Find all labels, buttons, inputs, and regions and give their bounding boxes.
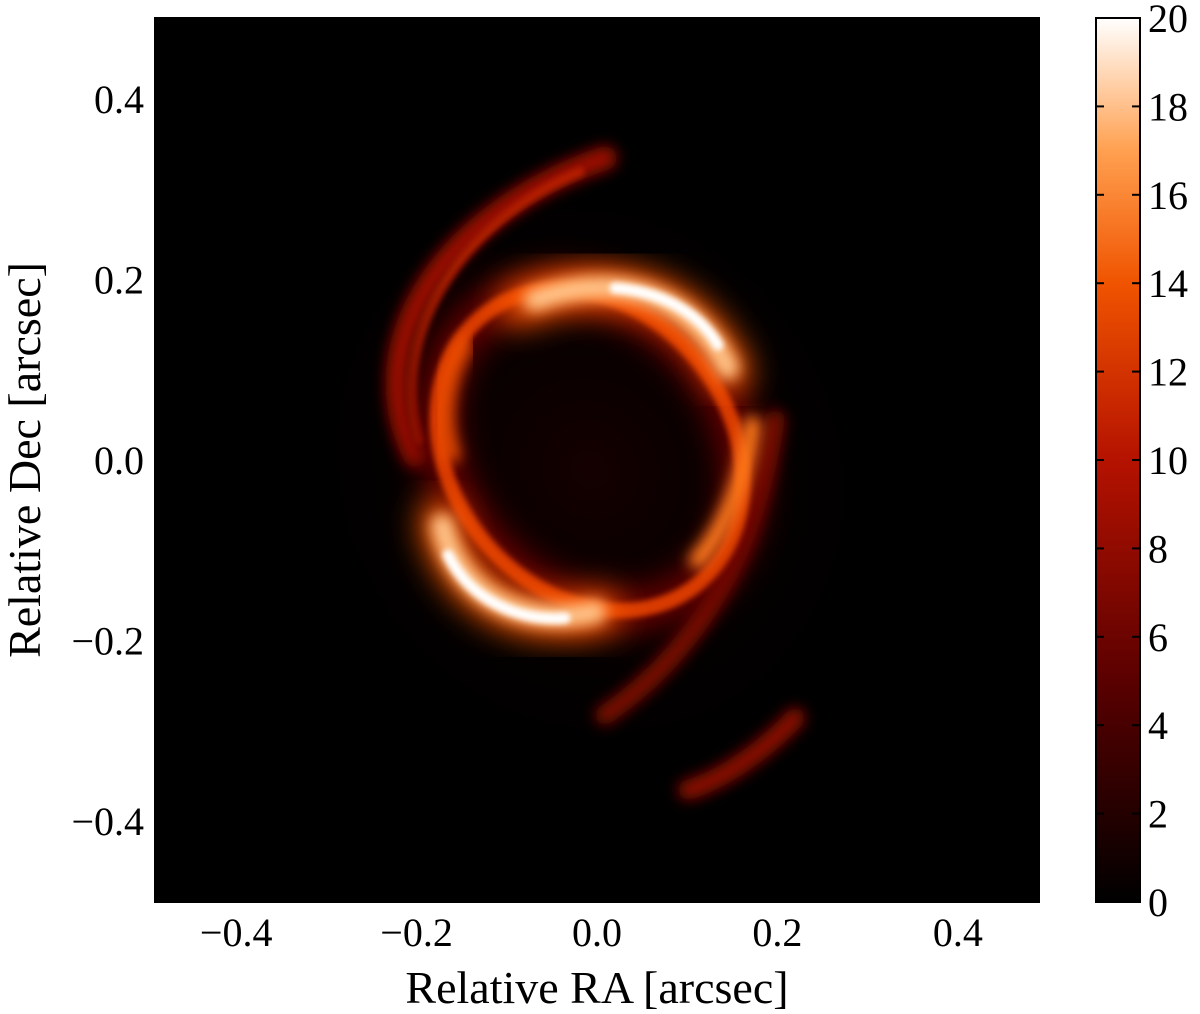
bright-arc-upper-core bbox=[609, 282, 724, 351]
colorbar-tick-label: 2 bbox=[1148, 792, 1168, 837]
x-axis: −0.4 −0.2 0.0 0.2 0.4 bbox=[200, 18, 983, 955]
x-tick-label: 0.2 bbox=[752, 910, 802, 955]
colorbar-tick-label: 12 bbox=[1148, 350, 1188, 395]
colorbar-tick-label: 18 bbox=[1148, 84, 1188, 129]
x-tick-label: −0.4 bbox=[200, 910, 273, 955]
heatmap-plot-area bbox=[155, 18, 1039, 902]
ring-arc-left bbox=[437, 337, 473, 463]
x-tick-label: 0.0 bbox=[572, 910, 622, 955]
y-tick-label: 0.0 bbox=[94, 438, 144, 483]
colorbar-tick-label: 20 bbox=[1148, 0, 1188, 41]
colorbar-tick-label: 6 bbox=[1148, 615, 1168, 660]
y-axis: −0.4 −0.2 0.0 0.2 0.4 bbox=[71, 77, 1039, 844]
colorbar-tick-label: 0 bbox=[1148, 880, 1168, 925]
x-tick-label: 0.4 bbox=[933, 910, 983, 955]
bright-arc-lower-core bbox=[442, 549, 571, 624]
y-tick-label: −0.4 bbox=[71, 799, 144, 844]
colorbar-tick-label: 8 bbox=[1148, 526, 1168, 571]
colorbar-tick-label: 16 bbox=[1148, 173, 1188, 218]
x-axis-label: Relative RA [arcsec] bbox=[405, 962, 788, 1013]
colorbar-tick-label: 4 bbox=[1148, 703, 1168, 748]
colorbar-tick-label: 14 bbox=[1148, 261, 1188, 306]
main-ring bbox=[417, 267, 763, 638]
outer-arc-bottom bbox=[678, 708, 805, 800]
ring-arc-right bbox=[689, 416, 761, 569]
colorbar-tick-label: 10 bbox=[1148, 438, 1188, 483]
colorbar-ticks: 0 2 4 6 8 10 12 14 16 18 20 bbox=[1096, 0, 1188, 925]
outer-arc-upper-left-core bbox=[408, 167, 585, 445]
y-tick-label: 0.4 bbox=[94, 77, 144, 122]
ring-body bbox=[429, 281, 751, 619]
y-axis-label: Relative Dec [arcsec] bbox=[0, 262, 50, 658]
y-tick-label: −0.2 bbox=[71, 618, 144, 663]
outer-arc-upper-left bbox=[385, 146, 617, 467]
y-tick-label: 0.2 bbox=[94, 258, 144, 303]
x-tick-label: −0.2 bbox=[380, 910, 453, 955]
